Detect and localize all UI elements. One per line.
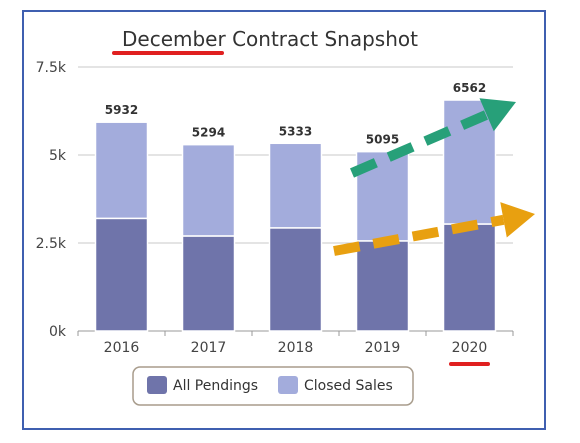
bar-closed-sales-2017[interactable] (181, 143, 236, 237)
bar-closed-sales-2018[interactable] (268, 142, 323, 229)
value-label-2019: 5095 (366, 133, 399, 147)
legend-swatch (278, 376, 298, 394)
bar-all-pendings-2020[interactable] (442, 223, 497, 332)
value-labels: 5932 5294 5333 5095 6562 (105, 81, 486, 147)
value-label-2016: 5932 (105, 103, 138, 117)
x-tick-label-2019: 2019 (365, 340, 401, 356)
value-label-2017: 5294 (192, 126, 225, 140)
bar-all-pendings-2016[interactable] (94, 217, 149, 332)
legend[interactable]: All Pendings Closed Sales (132, 366, 414, 406)
legend-label: All Pendings (173, 378, 258, 394)
y-tick-label: 2.5k (36, 236, 67, 252)
legend-swatch (147, 376, 167, 394)
value-label-2020: 6562 (453, 81, 486, 95)
chart-title: December Contract Snapshot (122, 27, 418, 51)
x-tick-label-2017: 2017 (191, 340, 227, 356)
bar-all-pendings-2017[interactable] (181, 235, 236, 332)
green-trend-arrow (350, 98, 516, 178)
legend-item-all-pendings[interactable]: All Pendings (147, 376, 258, 394)
legend-label: Closed Sales (304, 378, 393, 394)
value-label-2018: 5333 (279, 124, 312, 138)
x-tick-label-2018: 2018 (278, 340, 314, 356)
y-tick-label: 5k (49, 148, 67, 164)
x-tick-label-2016: 2016 (104, 340, 140, 356)
bar-all-pendings-2018[interactable] (268, 227, 323, 332)
legend-box (132, 366, 414, 406)
bar-all-pendings-2019[interactable] (355, 240, 410, 332)
annotations (112, 51, 535, 366)
chart-title-lead: December (122, 27, 226, 51)
legend-item-closed-sales[interactable]: Closed Sales (278, 376, 393, 394)
bar-closed-sales-2016[interactable] (94, 121, 149, 220)
y-axis: 0k 2.5k 5k 7.5k (36, 60, 67, 340)
x-tick-label-2020: 2020 (452, 340, 488, 356)
orange-trend-arrow (333, 202, 535, 256)
x-axis: 2016 2017 2018 2019 2020 (77, 331, 514, 356)
y-tick-label: 7.5k (36, 60, 67, 76)
y-tick-label: 0k (49, 324, 67, 340)
chart-title-rest: Contract Snapshot (226, 27, 418, 51)
